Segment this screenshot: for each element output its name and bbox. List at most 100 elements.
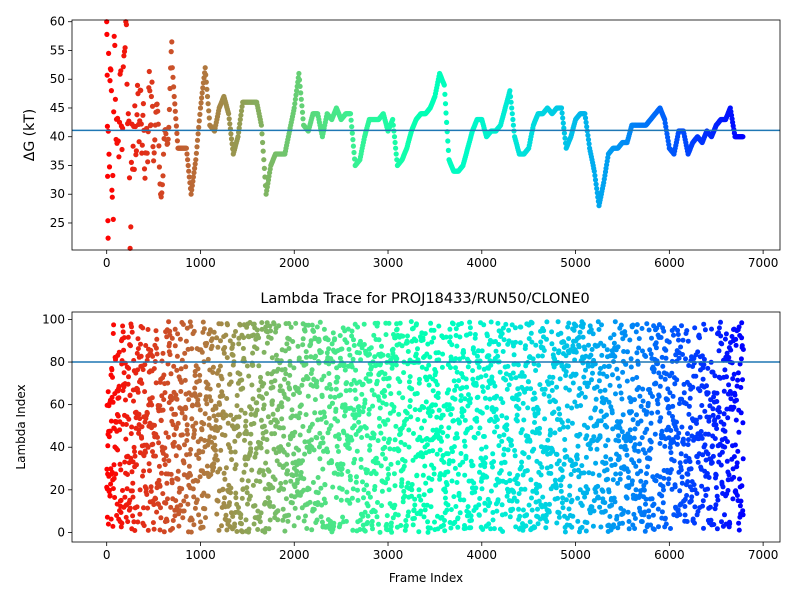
lambda-point [419, 425, 425, 431]
lambda-point [503, 377, 509, 383]
lambda-point [264, 391, 269, 397]
lambda-point [201, 421, 207, 427]
lambda-point [358, 456, 364, 462]
lambda-point [243, 517, 249, 523]
lambda-point [639, 326, 645, 331]
lambda-point [610, 372, 615, 378]
lambda-point [727, 521, 733, 527]
lambda-point [541, 391, 547, 397]
delta-g-point [740, 134, 746, 140]
lambda-point [360, 381, 366, 387]
lambda-point [721, 411, 727, 417]
lambda-point [215, 344, 221, 350]
lambda-point [734, 493, 740, 498]
lambda-point [688, 425, 693, 431]
lambda-point [700, 376, 706, 382]
lambda-point [583, 528, 589, 534]
lambda-point [117, 461, 123, 467]
lambda-point [239, 377, 245, 383]
lambda-point [648, 522, 654, 528]
lambda-point [194, 497, 200, 503]
lambda-point [305, 393, 311, 399]
lambda-point [245, 478, 251, 484]
lambda-point [439, 438, 444, 444]
lambda-point [191, 522, 197, 528]
lambda-point [503, 321, 509, 327]
lambda-point [647, 347, 653, 353]
lambda-point [449, 342, 455, 348]
y-tick-label: 45 [50, 101, 65, 115]
lambda-point [254, 400, 260, 406]
lambda-point [454, 431, 460, 437]
delta-g-point [169, 65, 175, 71]
lambda-point [573, 349, 579, 355]
lambda-point [270, 384, 276, 390]
lambda-point [566, 387, 572, 393]
delta-g-point [298, 90, 304, 96]
lambda-point [326, 346, 332, 352]
lambda-point [345, 326, 351, 332]
lambda-point [567, 492, 573, 498]
lambda-point [204, 340, 210, 346]
delta-g-point [582, 111, 588, 117]
lambda-point [152, 422, 157, 428]
lambda-point [340, 514, 346, 520]
lambda-point [555, 319, 561, 325]
lambda-point [674, 441, 680, 447]
lambda-point [672, 484, 678, 490]
lambda-point [212, 442, 218, 448]
lambda-point [441, 459, 447, 465]
lambda-point [607, 514, 613, 519]
lambda-point [161, 397, 167, 403]
x-tick-label: 1000 [185, 548, 216, 562]
lambda-point [250, 350, 256, 356]
lambda-point [615, 344, 621, 350]
lambda-point [121, 347, 127, 353]
lambda-point [450, 449, 455, 455]
lambda-point [443, 489, 449, 495]
lambda-point [402, 442, 408, 448]
delta-g-point [104, 72, 110, 78]
lambda-point [324, 385, 330, 391]
lambda-point [507, 478, 513, 483]
lambda-point [520, 507, 526, 513]
lambda-point [280, 517, 286, 523]
lambda-point [122, 459, 128, 465]
lambda-point [148, 347, 154, 353]
lambda-point [106, 434, 112, 440]
lambda-point [501, 337, 507, 343]
lambda-point [675, 332, 681, 337]
lambda-point [577, 487, 583, 493]
delta-g-point [104, 31, 110, 37]
lambda-point [387, 436, 392, 442]
lambda-point [251, 321, 257, 327]
lambda-point [149, 395, 155, 401]
lambda-point [488, 362, 494, 368]
lambda-point [251, 521, 257, 527]
lambda-point [725, 439, 730, 445]
lambda-point [314, 378, 320, 384]
lambda-point [195, 397, 201, 403]
lambda-point [188, 472, 193, 478]
delta-g-point [239, 103, 245, 110]
lambda-point [320, 440, 326, 446]
lambda-point [358, 357, 364, 363]
lambda-point [574, 456, 580, 462]
lambda-point [740, 347, 746, 352]
lambda-point [198, 519, 203, 525]
lambda-point [348, 477, 353, 483]
lambda-point [228, 485, 234, 491]
lambda-point [434, 414, 440, 420]
lambda-point [376, 397, 382, 403]
lambda-point [597, 434, 603, 440]
lambda-point [339, 346, 345, 352]
delta-g-point [203, 79, 209, 85]
lambda-point [236, 341, 242, 347]
lambda-point [468, 425, 474, 431]
lambda-point [733, 417, 739, 423]
lambda-point [306, 449, 312, 455]
lambda-point [409, 386, 415, 392]
lambda-point [130, 459, 136, 465]
lambda-point [479, 410, 485, 416]
lambda-point [638, 403, 644, 409]
